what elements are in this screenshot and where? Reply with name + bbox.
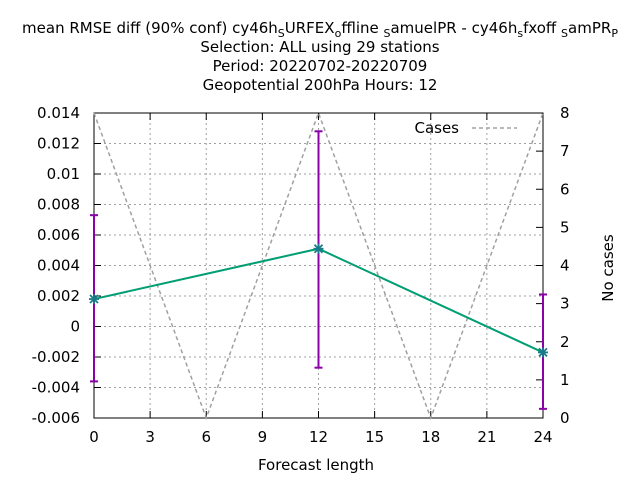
data-point <box>538 347 548 358</box>
x-axis: 0 3 6 9 12 15 18 21 24 <box>89 113 553 446</box>
title-line-3: Period: 20220702-20220709 <box>213 57 428 75</box>
y-tick-label: -0.004 <box>32 379 80 397</box>
title-line-1-part: S <box>278 27 285 40</box>
y-tick-label: 0.008 <box>37 196 80 214</box>
x-tick-label: 12 <box>309 428 328 446</box>
y-tick-label: 0.002 <box>37 287 80 305</box>
y2-axis-label: No cases <box>599 234 617 302</box>
title-line-1-part: P <box>611 27 618 40</box>
y-tick-label: 0.01 <box>47 165 80 183</box>
y-tick-label: 0 <box>70 318 80 336</box>
x-tick-label: 0 <box>89 428 99 446</box>
title-line-2: Selection: ALL using 29 stations <box>200 38 439 56</box>
x-tick-label: 24 <box>533 428 552 446</box>
title-line-1-part: mean RMSE diff (90% conf) cy46h <box>22 19 278 37</box>
y-tick-label: -0.002 <box>32 348 80 366</box>
legend: Cases <box>414 119 517 137</box>
y-tick-label: 0.006 <box>37 226 80 244</box>
y2-tick-label: 6 <box>560 180 570 198</box>
y2-tick-label: 5 <box>560 218 570 236</box>
title-line-1-part: o <box>335 27 342 40</box>
x-tick-label: 21 <box>477 428 496 446</box>
y2-tick-label: 0 <box>560 409 570 427</box>
x-tick-label: 18 <box>421 428 440 446</box>
x-tick-label: 15 <box>365 428 384 446</box>
title-line-1-part: fxoff <box>523 19 561 37</box>
chart-title: mean RMSE diff (90% conf) cy46hSURFEXoff… <box>22 19 618 94</box>
x-axis-label: Forecast length <box>258 456 374 474</box>
y2-tick-label: 2 <box>560 333 570 351</box>
y-tick-label: 0.014 <box>37 104 80 122</box>
x-tick-label: 3 <box>145 428 155 446</box>
x-tick-label: 6 <box>201 428 211 446</box>
y2-tick-label: 4 <box>560 257 570 275</box>
title-line-1-part: S <box>384 27 391 40</box>
title-line-1-part: S <box>561 27 568 40</box>
legend-label-cases: Cases <box>414 119 459 137</box>
y-axis-right: 0 1 2 3 4 5 6 7 8 <box>536 104 570 427</box>
data-point <box>313 243 324 254</box>
x-tick-label: 9 <box>258 428 268 446</box>
title-line-1: mean RMSE diff (90% conf) cy46hSURFEXoff… <box>22 19 618 40</box>
y2-tick-label: 7 <box>560 142 570 160</box>
series-layer <box>89 110 548 421</box>
title-line-1-part: amPR <box>568 19 611 37</box>
y-tick-label: -0.006 <box>32 409 80 427</box>
title-line-1-part: URFEX <box>285 19 335 37</box>
title-line-1-part: ffline <box>341 19 383 37</box>
y2-tick-label: 3 <box>560 295 570 313</box>
y2-tick-label: 8 <box>560 104 570 122</box>
y2-tick-label: 1 <box>560 371 570 389</box>
title-line-1-part: s <box>517 27 523 40</box>
title-line-4: Geopotential 200hPa Hours: 12 <box>203 76 438 94</box>
data-point <box>89 294 99 305</box>
title-line-1-part: amuelPR - cy46h <box>390 19 517 37</box>
y-tick-label: 0.012 <box>37 135 80 153</box>
y-tick-label: 0.004 <box>37 257 80 275</box>
y-axis-left: -0.006 -0.004 -0.002 0 0.002 0.004 0.006 0.008 0… <box>32 104 101 427</box>
